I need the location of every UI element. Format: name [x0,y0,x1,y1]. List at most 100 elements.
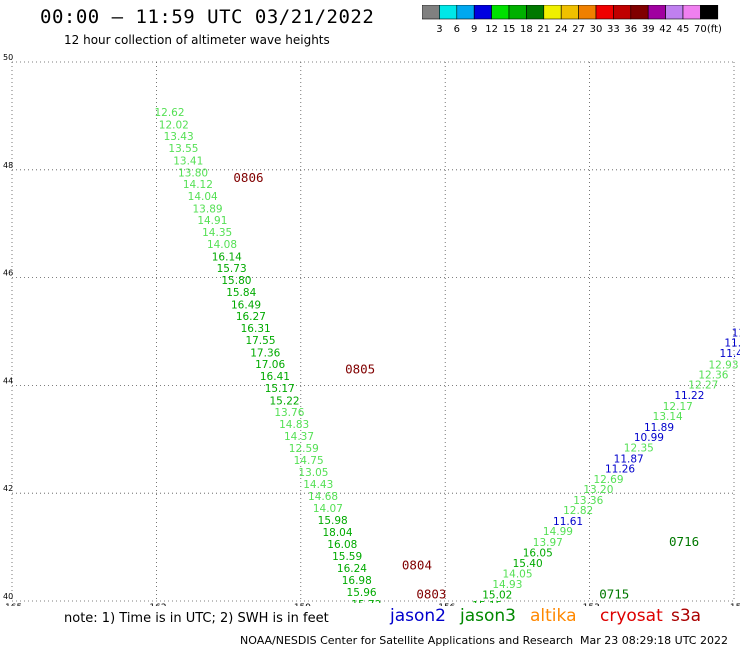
wave-height-value: 16.24 [337,563,367,575]
wave-height-value: 11.22 [674,390,704,402]
colorbar-label: 30 [590,24,603,35]
x-tick-label: -165 [2,603,22,606]
wave-height-value: 11.87 [614,453,644,465]
wave-height-value: 14.91 [197,215,227,227]
legend-s3a: s3a [671,606,702,626]
x-tick-label: -156 [435,603,456,606]
wave-height-value: 13.55 [168,143,198,155]
wave-height-map: -165 -162 -159 -156 -153 -15 40 42 44 46 48 50 12.62… [2,53,740,606]
wave-height-value: 12.35 [624,443,654,455]
wave-height-value: 12.69 [593,474,623,486]
x-tick-label: -159 [291,603,312,606]
color-legend: 3 6 9 12 15 18 21 24 27 30 33 36 39 42 45 70 (ft) [422,5,722,35]
wave-height-value: 13.20 [583,484,613,496]
x-tick-label: -15 [727,603,740,606]
wave-height-value: 15.72 [351,599,381,606]
wave-height-value: 15.98 [318,515,348,527]
pass-time-label: 0805 [345,362,375,377]
wave-height-value: 16.98 [342,575,372,587]
footer-credit: NOAA/NESDIS Center for Satellite Applica… [240,634,574,647]
colorbar-label: 15 [503,24,516,35]
y-tick-label: 46 [3,269,13,278]
colorbar-label: 6 [454,24,460,35]
wave-height-value: 13.97 [533,537,563,549]
wave-height-value: 13.80 [178,167,208,179]
wave-height-value: 18.04 [322,527,352,539]
legend-cryosat: cryosat [600,606,663,626]
wave-height-value: 15.17 [265,383,295,395]
wave-height-value: 11 [732,327,740,339]
colorbar-label: 24 [555,24,568,35]
pass-time-label: 0804 [402,558,432,573]
chart-subtitle: 12 hour collection of altimeter wave hei… [64,33,330,47]
wave-height-value: 14.68 [308,491,338,503]
x-tick-label: -153 [579,603,599,606]
wave-height-value: 12.82 [563,505,593,517]
wave-height-value: 14.04 [188,191,218,203]
wave-height-value: 16.08 [327,539,357,551]
x-tick-label: -162 [146,603,166,606]
wave-height-value: 17.36 [250,347,280,359]
wave-height-value: 17.06 [255,359,285,371]
wave-height-value: 14.12 [183,179,213,191]
legend-altika: altika [530,606,577,626]
wave-height-value: 13.36 [573,495,603,507]
colorbar-label: 27 [572,24,585,35]
wave-height-value: 14.05 [502,568,532,580]
wave-height-value: 17.55 [245,335,275,347]
wave-height-value: 14.75 [294,455,324,467]
colorbar-units: (ft) [707,24,722,35]
wave-height-value: 10.99 [634,432,664,444]
colorbar-label: 9 [471,24,477,35]
wave-height-value: 15.15 [472,600,502,606]
wave-height-value: 14.37 [284,431,314,443]
wave-height-value: 13.89 [193,203,223,215]
wave-height-value: 15.02 [482,589,512,601]
colorbar-label: 21 [537,24,550,35]
wave-height-value: 14.93 [492,579,522,591]
wave-height-value: 16.31 [241,323,271,335]
y-tick-label: 42 [3,484,13,493]
colorbar-label: 12 [485,24,498,35]
wave-height-value: 13.05 [298,467,328,479]
wave-height-value: 13.41 [173,155,203,167]
wave-height-value: 15.73 [217,263,247,275]
wave-height-value: 15.59 [332,551,362,563]
wave-height-value: 12.36 [698,369,728,381]
wave-height-value: 12.59 [289,443,319,455]
legend-jason3: jason3 [460,606,516,626]
footer-timestamp: Mar 23 08:29:18 UTC 2022 [580,634,728,647]
wave-height-value: 14.08 [207,239,237,251]
wave-height-value: 16.14 [212,251,242,263]
wave-height-value: 13.76 [274,407,304,419]
note-text: note: 1) Time is in UTC; 2) SWH is in fe… [64,611,329,626]
wave-height-value: 13.43 [164,131,194,143]
wave-height-value: 11.26 [605,464,635,476]
wave-height-value: 16.05 [523,547,553,559]
wave-height-value: 11.61 [553,516,583,528]
wave-height-value: 15.84 [226,287,256,299]
wave-height-value: 15.22 [270,395,300,407]
pass-time-label: 0715 [599,586,629,601]
y-tick-label: 44 [3,376,13,385]
wave-height-value: 16.41 [260,371,290,383]
y-tick-label: 40 [3,592,13,601]
colorbar-label: 39 [642,24,655,35]
wave-height-value: 14.43 [303,479,333,491]
wave-height-value: 14.07 [313,503,343,515]
y-tick-label: 48 [3,161,13,170]
wave-height-value: 12.93 [708,360,738,372]
pass-time-label: 0803 [416,586,446,601]
legend-jason2: jason2 [390,606,446,626]
wave-height-value: 12.17 [663,401,693,413]
wave-height-value: 16.49 [231,299,261,311]
colorbar-label: 45 [677,24,690,35]
wave-height-value: 16.27 [236,311,266,323]
colorbar-label: 33 [607,24,620,35]
colorbar-label: 70 [694,24,707,35]
colorbar-label: 36 [624,24,637,35]
wave-height-value: 15.96 [347,587,377,599]
wave-height-value: 11.8 [724,338,740,350]
colorbar-swatch [700,5,719,20]
wave-height-value: 14.83 [279,419,309,431]
